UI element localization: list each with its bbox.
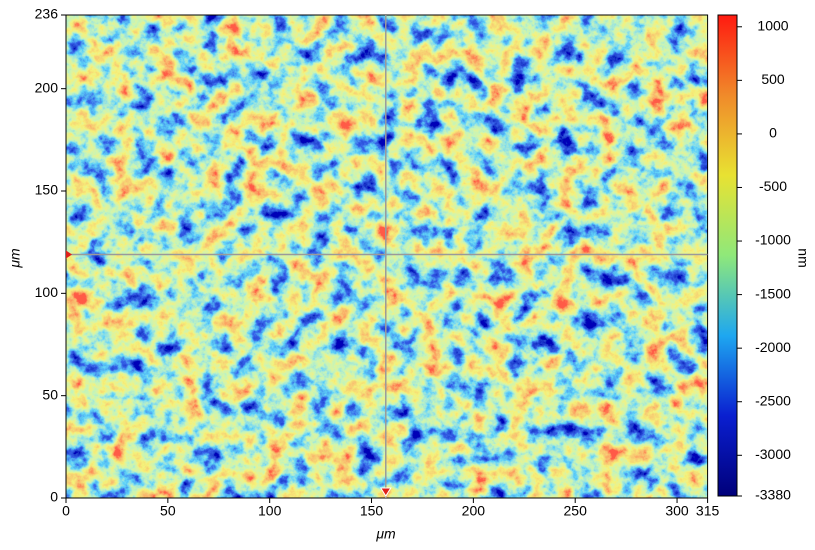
x-tick-label: 300 <box>665 503 689 519</box>
colorbar-tick-label: -3380 <box>755 487 791 503</box>
colorbar-tick-label: -3000 <box>755 446 791 462</box>
x-tick-label: 150 <box>360 503 384 519</box>
y-tick-label: 236 <box>35 6 59 22</box>
x-tick-label: 200 <box>462 503 486 519</box>
crosshair-marker <box>66 250 72 259</box>
colorbar-tick-label: 1000 <box>757 17 788 33</box>
colorbar-tick-label: -1000 <box>755 232 791 248</box>
y-tick-label: 0 <box>50 489 58 505</box>
x-tick-label: 0 <box>62 503 70 519</box>
height-map <box>66 15 708 498</box>
y-tick-label: 100 <box>35 284 59 300</box>
colorbar-tick-label: -500 <box>759 178 787 194</box>
y-axis-label: μm <box>7 248 23 269</box>
x-tick-label: 50 <box>160 503 176 519</box>
y-tick-label: 150 <box>35 182 59 198</box>
x-tick-label: 250 <box>564 503 588 519</box>
colorbar-tick-label: 500 <box>761 71 785 87</box>
colorbar-label: nm <box>795 248 811 267</box>
x-axis-label: μm <box>375 526 396 542</box>
x-tick-label: 315 <box>696 503 720 519</box>
crosshair-marker <box>379 487 392 497</box>
colorbar-tick-label: -2000 <box>755 339 791 355</box>
y-tick-label: 50 <box>42 386 58 402</box>
x-tick-label: 100 <box>258 503 282 519</box>
colorbar-tick-label: -2500 <box>755 392 791 408</box>
colorbar-tick-label: -1500 <box>755 285 791 301</box>
colorbar-tick-label: 0 <box>769 125 777 141</box>
y-tick-label: 200 <box>35 79 59 95</box>
colorbar <box>717 14 738 497</box>
